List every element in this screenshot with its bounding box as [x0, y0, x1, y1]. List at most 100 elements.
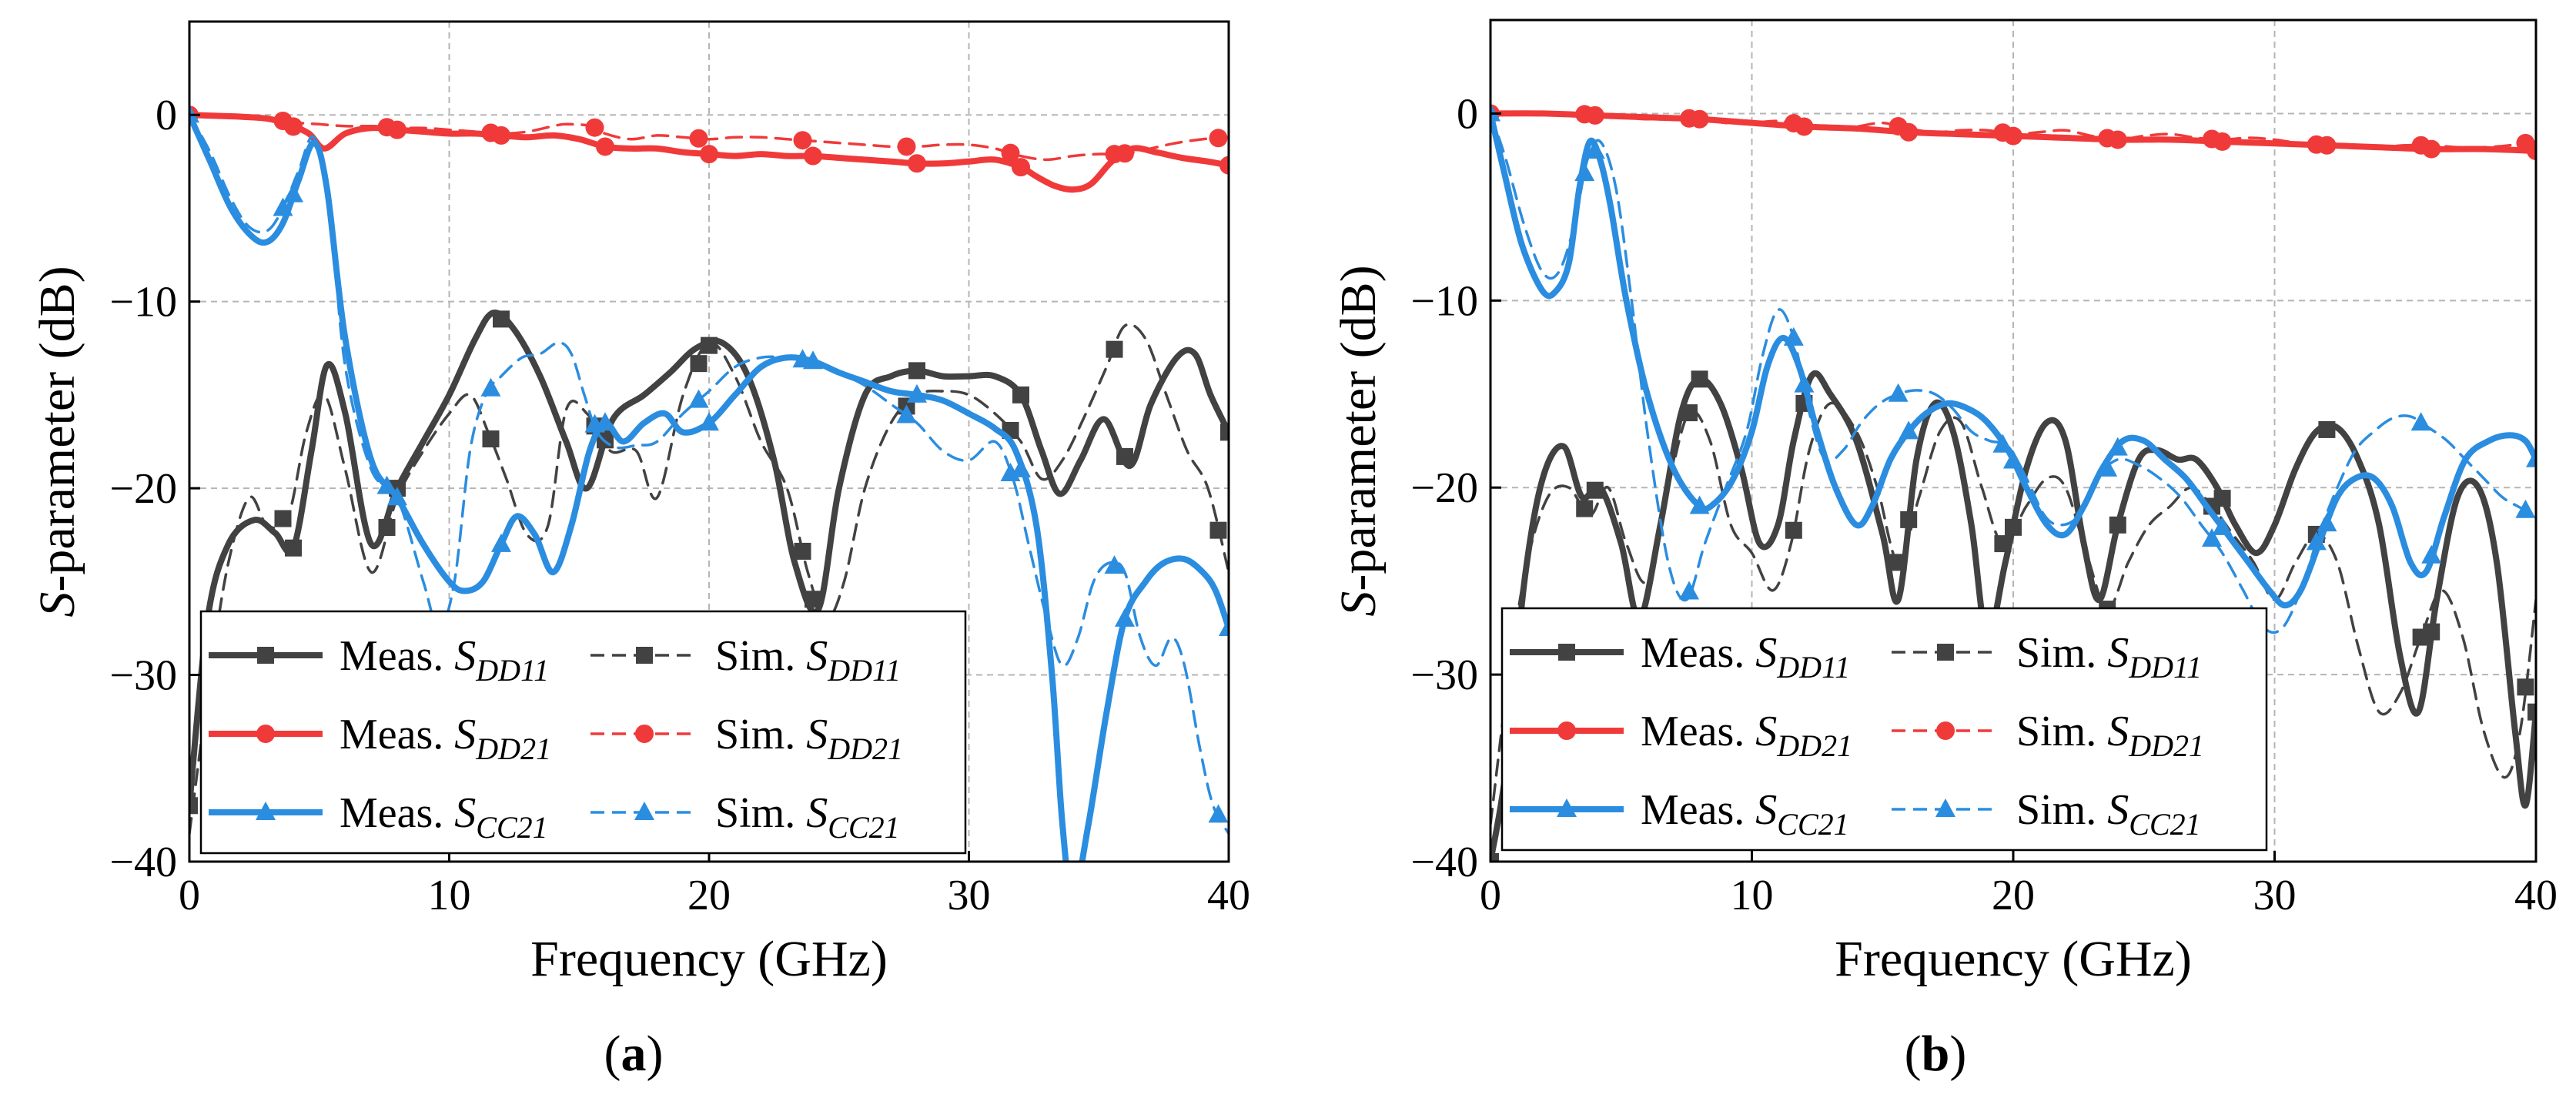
legend-label-meas-dd11: Meas. SDD11 — [1641, 629, 1850, 685]
legend-label-sim-dd11: Sim. SDD11 — [715, 632, 901, 688]
legend-box — [1500, 607, 2268, 852]
y-axis-label: S-parameter (dB) — [29, 266, 85, 617]
panel-label-paren: ) — [647, 1026, 664, 1082]
data-point-cc21 — [584, 413, 605, 433]
data-point-cc21 — [1783, 326, 1804, 346]
legend-marker-sim-dd21 — [1936, 721, 1955, 740]
data-point-cc21 — [1899, 420, 1919, 440]
legend-label-prefix: Meas. — [340, 632, 454, 680]
data-point-dd11 — [1012, 386, 1029, 403]
x-tick-label: 20 — [687, 872, 731, 919]
data-point-cc21 — [2202, 528, 2223, 547]
series-line-meas-dd11 — [189, 310, 1229, 809]
data-point-dd21 — [1209, 129, 1228, 148]
series-line-sim-dd21 — [1490, 112, 2536, 149]
legend-label-symbol: S — [806, 711, 828, 758]
x-tick-label: 20 — [1992, 872, 2035, 919]
legend-label-subscript: DD11 — [1776, 650, 1850, 685]
legend-label-meas-dd21: Meas. SDD21 — [340, 711, 551, 766]
legend-label-subscript: CC21 — [2129, 807, 2200, 842]
data-point-cc21 — [2306, 531, 2327, 551]
data-point-dd11 — [2318, 420, 2336, 438]
legend-label-symbol: S — [2107, 629, 2129, 677]
data-point-dd11 — [1576, 500, 1594, 517]
data-point-dd11 — [1785, 521, 1802, 539]
data-point-dd11 — [1681, 404, 1698, 422]
data-point-dd11 — [1994, 535, 2012, 553]
data-point-dd11 — [2517, 678, 2534, 696]
data-point-dd11 — [274, 510, 292, 527]
legend-marker-sim-dd11 — [636, 647, 653, 664]
x-tick-label: 40 — [1207, 872, 1250, 919]
legend-label-subscript: DD21 — [2128, 728, 2204, 763]
data-point-cc21 — [2212, 516, 2233, 535]
data-point-dd11 — [794, 542, 811, 560]
data-point-dd21 — [897, 137, 916, 156]
legend-label-prefix: Sim. — [715, 632, 806, 680]
legend-label-symbol: S — [806, 789, 828, 837]
y-tick-label: −30 — [109, 652, 177, 700]
legend-label-subscript: DD11 — [827, 653, 901, 688]
data-point-dd21 — [700, 145, 718, 164]
legend-label-sim-dd21: Sim. SDD21 — [2016, 708, 2204, 763]
legend-marker-sim-dd11 — [1937, 644, 1954, 661]
legend-label-symbol: S — [454, 789, 476, 837]
data-point-dd21 — [908, 154, 926, 173]
series-line-meas-cc21 — [1490, 110, 2536, 609]
data-point-cc21 — [1115, 608, 1135, 627]
legend-label-symbol: S — [454, 711, 476, 758]
data-point-dd11 — [482, 430, 500, 448]
legend-marker-meas-dd21 — [1557, 721, 1576, 740]
data-point-dd21 — [2516, 133, 2535, 152]
data-point-dd11 — [690, 355, 708, 373]
x-tick-label: 0 — [1480, 872, 1501, 919]
legend-label-subscript: DD21 — [827, 731, 903, 766]
legend-label-subscript: CC21 — [1777, 807, 1848, 842]
y-tick-label: −10 — [1410, 277, 1478, 325]
legend-label-subscript: DD11 — [2128, 650, 2202, 685]
legend-label-symbol: S — [2107, 786, 2129, 834]
x-tick-label: 10 — [428, 872, 471, 919]
data-point-dd11 — [2412, 628, 2430, 646]
data-point-dd21 — [481, 123, 500, 142]
legend-marker-meas-cc21 — [256, 802, 276, 820]
data-point-dd11 — [2109, 516, 2126, 534]
x-tick-label: 30 — [2253, 872, 2297, 919]
legend-label-symbol: S — [1755, 629, 1777, 677]
data-point-dd11 — [1116, 447, 1133, 465]
data-point-cc21 — [1104, 555, 1125, 574]
y-axis-label-rest: -parameter (dB) — [29, 266, 85, 591]
data-point-dd21 — [1219, 156, 1229, 175]
data-point-dd11 — [1106, 340, 1123, 358]
legend-label-prefix: Meas. — [340, 789, 454, 837]
legend-marker-meas-dd11 — [257, 647, 274, 664]
data-point-dd21 — [596, 137, 614, 156]
panel-label-letter: b — [1922, 1026, 1950, 1082]
data-point-cc21 — [1011, 458, 1031, 477]
legend-label-prefix: Meas. — [1641, 786, 1755, 834]
data-point-cc21 — [699, 412, 719, 431]
data-point-cc21 — [792, 349, 813, 368]
y-tick-label: −10 — [109, 279, 177, 326]
legend-label-prefix: Sim. — [2016, 786, 2107, 834]
data-point-cc21 — [1992, 434, 2013, 453]
data-point-dd11 — [1586, 481, 1604, 499]
legend-label-meas-dd21: Meas. SDD21 — [1641, 708, 1852, 763]
legend-label-subscript: CC21 — [476, 810, 547, 845]
data-point-dd21 — [377, 118, 396, 137]
data-point-cc21 — [2526, 448, 2536, 467]
panel-label-letter: a — [621, 1026, 647, 1082]
legend-label-prefix: Meas. — [1641, 708, 1755, 755]
x-axis-label: Frequency (GHz) — [1835, 931, 2192, 987]
data-point-dd21 — [689, 129, 708, 148]
x-tick-label: 10 — [1731, 872, 1774, 919]
legend-label-meas-cc21: Meas. SCC21 — [340, 789, 548, 845]
data-point-dd21 — [1680, 109, 1699, 128]
y-axis-label-rest: -parameter (dB) — [1330, 265, 1387, 591]
legend-label-subscript: DD11 — [475, 653, 549, 688]
legend-label-prefix: Sim. — [715, 789, 806, 837]
